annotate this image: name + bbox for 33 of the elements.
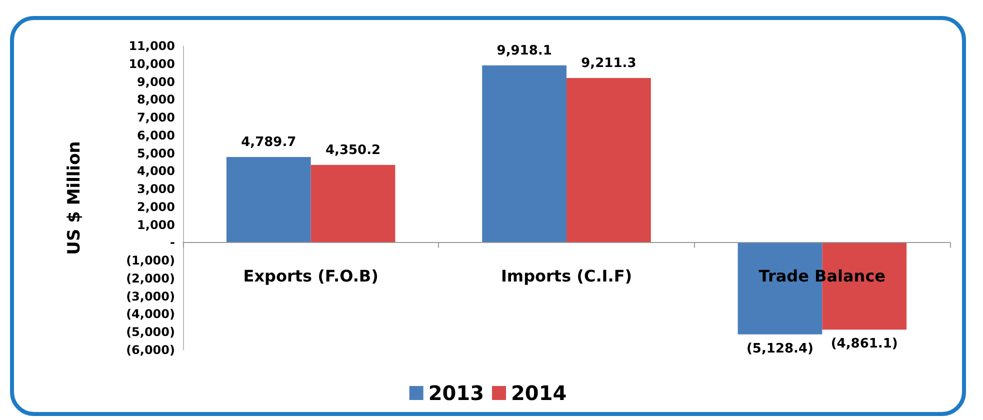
- data-label: 4,789.7: [241, 135, 296, 150]
- y-tick-label: (2,000): [126, 271, 175, 286]
- y-tick-label: 1,000: [137, 218, 175, 232]
- data-label: (4,861.1): [830, 336, 898, 352]
- y-tick-label: (3,000): [126, 289, 175, 304]
- y-tick-label: 9,000: [137, 74, 175, 89]
- data-label: 9,211.3: [581, 56, 636, 71]
- y-tick-label: (6,000): [126, 343, 175, 357]
- y-tick-label: 6,000: [137, 128, 175, 142]
- y-tick-label: 4,000: [137, 164, 175, 178]
- y-tick-label: 10,000: [128, 56, 175, 71]
- y-tick-label: 8,000: [137, 92, 175, 107]
- y-tick-label: (1,000): [126, 254, 175, 268]
- y-tick-label: 7,000: [137, 110, 175, 125]
- bar: [482, 65, 566, 243]
- y-tick-label: 5,000: [137, 146, 175, 160]
- x-tick-label: Imports (C.I.F): [500, 266, 632, 286]
- data-label: 4,350.2: [325, 142, 381, 158]
- y-tick-label: 3,000: [137, 182, 175, 196]
- data-label: 9,918.1: [496, 43, 552, 58]
- y-tick-label: -: [170, 236, 176, 250]
- bar: [566, 78, 651, 243]
- x-tick-label: Exports (F.O.B): [243, 266, 378, 286]
- bar: [310, 164, 396, 243]
- bar: [226, 157, 311, 243]
- y-axis-title: US $ Million: [64, 141, 84, 255]
- data-label: (5,128.4): [746, 341, 814, 356]
- y-tick-label: (5,000): [126, 325, 175, 340]
- legend-label: 2014: [511, 381, 567, 405]
- y-tick-label: 2,000: [137, 200, 175, 214]
- y-tick-label: (4,000): [126, 307, 175, 322]
- legend-label: 2013: [428, 381, 484, 405]
- y-tick-label: 11,000: [128, 39, 175, 53]
